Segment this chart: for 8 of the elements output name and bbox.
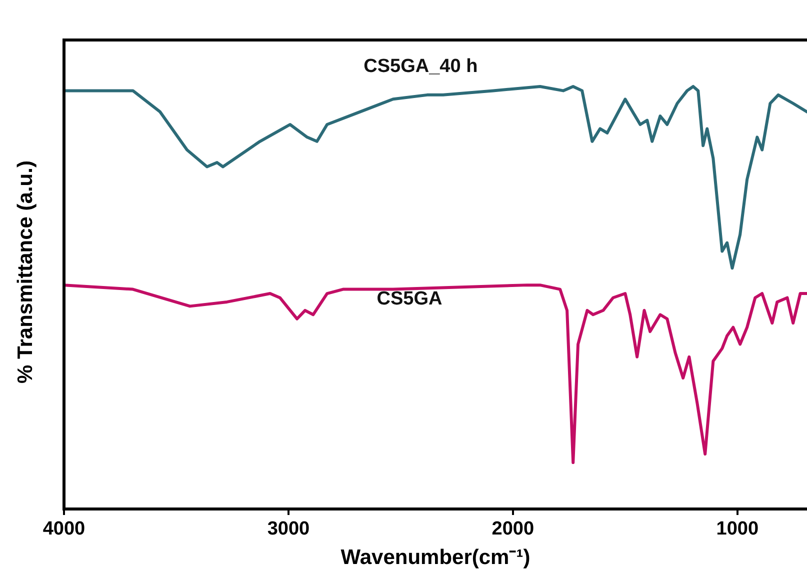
x-tick-label: 1000 [716, 518, 759, 540]
x-tick-label: 2000 [492, 518, 534, 540]
x-tick-label: 4000 [42, 518, 86, 540]
series-label: CS5GA [376, 288, 442, 310]
x-tick-label: 3000 [267, 518, 310, 540]
y-axis-title: % Transmittance (a.u.) [14, 160, 38, 384]
x-axis-title: Wavenumber(cm⁻¹) [340, 546, 530, 570]
series-label: CS5GA_40 h [364, 56, 478, 78]
